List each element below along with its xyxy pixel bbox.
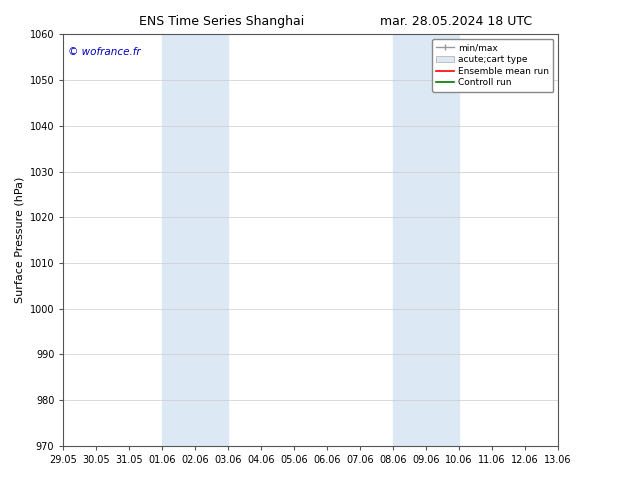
Legend: min/max, acute;cart type, Ensemble mean run, Controll run: min/max, acute;cart type, Ensemble mean … xyxy=(432,39,553,92)
Text: ENS Time Series Shanghai: ENS Time Series Shanghai xyxy=(139,15,304,28)
Text: mar. 28.05.2024 18 UTC: mar. 28.05.2024 18 UTC xyxy=(380,15,533,28)
Bar xyxy=(393,34,459,446)
Text: © wofrance.fr: © wofrance.fr xyxy=(68,47,141,57)
Y-axis label: Surface Pressure (hPa): Surface Pressure (hPa) xyxy=(14,177,24,303)
Bar xyxy=(162,34,228,446)
